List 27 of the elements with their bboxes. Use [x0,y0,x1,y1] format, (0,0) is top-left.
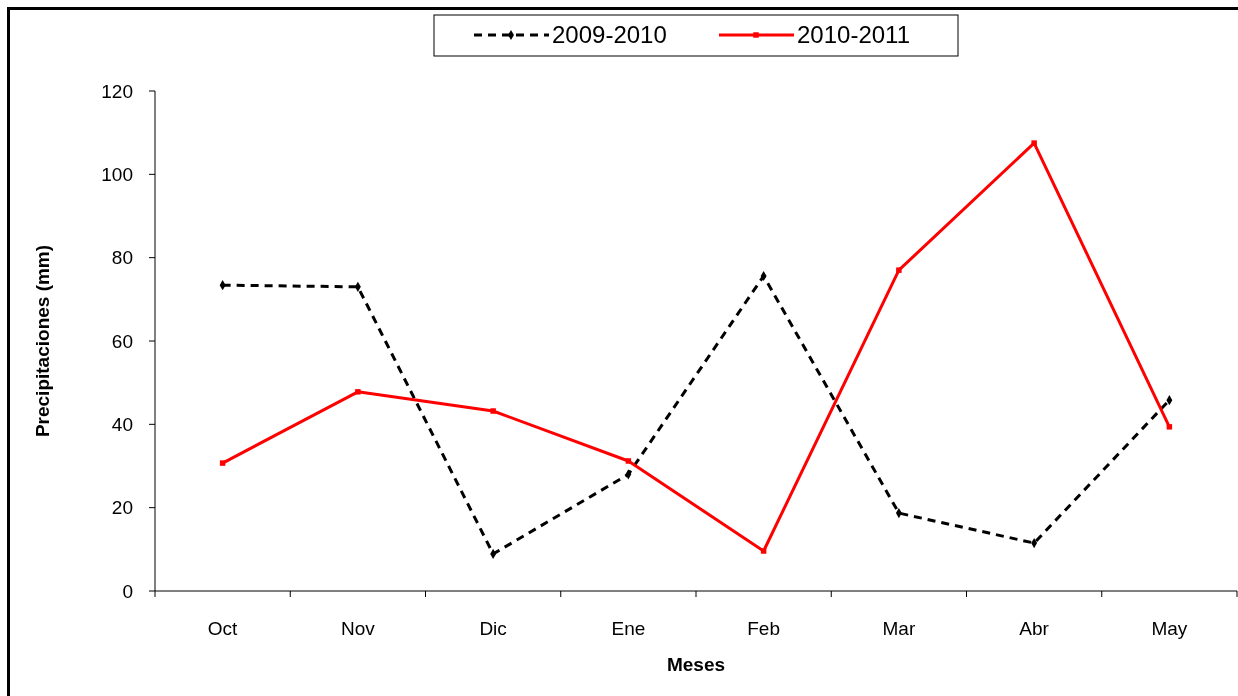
y-tick-label: 0 [122,580,133,602]
x-tick-label: Feb [747,618,780,639]
point [760,548,767,554]
y-tick-label: 40 [111,413,133,435]
point [219,460,226,466]
y-tick-label: 80 [111,247,133,269]
point [1031,140,1037,146]
point [625,458,632,464]
point [355,389,361,395]
point [896,267,902,273]
legend-label: 2009-2010 [552,21,667,49]
x-tick-label: May [1151,618,1188,639]
x-tick-label: Dic [479,618,507,639]
x-tick-label: Ene [611,618,646,639]
x-tick-label: Abr [1019,618,1050,639]
y-axis-title: Precipitaciones (mm) [32,244,53,438]
point [490,408,496,414]
x-tick-label: Nov [340,618,376,639]
y-tick-label: 100 [101,163,133,185]
legend-label: 2010-2011 [797,21,910,49]
point [1166,424,1173,430]
y-tick-label: 120 [101,80,133,102]
x-tick-label: Oct [207,618,239,639]
y-tick-label: 60 [111,330,133,352]
y-tick-label: 20 [111,497,133,519]
x-tick-label: Mar [882,618,916,639]
x-axis-title: Meses [666,654,726,675]
